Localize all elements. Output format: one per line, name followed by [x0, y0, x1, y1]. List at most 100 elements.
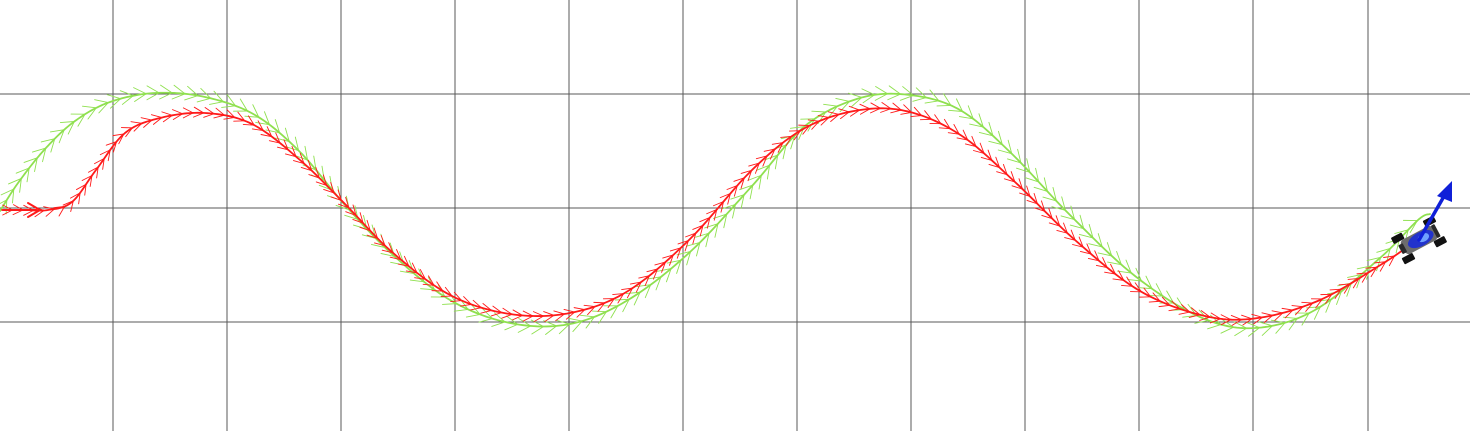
actual-heading-arrow-85	[726, 185, 738, 197]
reference-heading-arrow-46	[453, 297, 469, 312]
reference-heading-arrow-99	[1024, 167, 1040, 183]
actual-heading-arrow-146	[1271, 310, 1284, 321]
actual-heading-arrow-90	[763, 148, 776, 160]
reference-heading-arrow-58	[603, 305, 619, 319]
actual-heading-arrow-150	[1310, 298, 1323, 309]
actual-heading-arrow-28	[242, 115, 255, 126]
actual-heading-arrow-123	[1056, 222, 1068, 234]
reference-heading-arrow-14	[119, 90, 134, 105]
actual-heading-arrow-111	[964, 135, 977, 148]
actual-heading-arrow-40	[337, 196, 350, 209]
actual-heading-arrow-30	[260, 126, 273, 138]
actual-heading-arrow-106	[919, 110, 932, 121]
reference-heading-arrow-124	[1294, 312, 1310, 326]
reference-heading-arrow-43	[420, 276, 435, 291]
reference-heading-arrow-103	[1060, 205, 1076, 220]
actual-heading-arrow-142	[1230, 314, 1242, 326]
reference-heading-arrow-73	[747, 174, 762, 190]
actual-heading-arrow-117	[1011, 178, 1023, 190]
reference-heading-arrow-95	[988, 130, 1003, 146]
actual-heading-arrow-5	[43, 206, 55, 217]
actual-heading-arrow-77	[669, 247, 682, 259]
reference-heading-arrow-23	[233, 98, 248, 112]
actual-heading-arrow-128	[1095, 257, 1108, 269]
actual-heading-arrow-55	[460, 296, 472, 307]
reference-heading-arrow-96	[997, 139, 1013, 155]
reference-heading-arrow-129	[1347, 274, 1362, 289]
reference-heading-arrow-135	[1402, 219, 1418, 233]
reference-heading-arrow-53	[543, 320, 558, 335]
actual-heading-arrow-50	[414, 269, 426, 280]
reference-heading-arrow-91	[948, 98, 963, 112]
reference-heading-arrow-42	[409, 268, 425, 283]
reference-heading-arrow-112	[1148, 283, 1164, 297]
actual-heading-arrow-37	[315, 174, 328, 186]
reference-heading-arrow-108	[1107, 251, 1122, 266]
actual-heading-arrow-75	[654, 261, 666, 273]
reference-heading-arrow-62	[646, 276, 662, 291]
actual-heading-arrow-83	[712, 201, 725, 213]
actual-heading-arrow-97	[827, 111, 840, 122]
actual-heading-arrow-21	[172, 109, 184, 120]
actual-heading-arrow-11	[88, 166, 99, 179]
reference-heading-arrow-78	[789, 126, 805, 140]
actual-heading-arrow-98	[838, 108, 850, 120]
actual-heading-arrow-86	[733, 177, 745, 189]
actual-heading-arrow-110	[956, 129, 969, 141]
actual-heading-arrow-52	[431, 281, 444, 292]
actual-heading-arrow-58	[490, 305, 503, 317]
actual-heading-arrow-156	[1365, 266, 1378, 278]
reference-heading-arrow-114	[1170, 297, 1186, 311]
reference-heading-arrow-24	[244, 104, 260, 118]
reference-heading-arrow-84	[861, 88, 876, 104]
reference-heading-arrow-132	[1376, 248, 1391, 263]
actual-heading-arrow-24	[203, 107, 215, 118]
reference-heading-arrow-127	[1327, 290, 1342, 305]
actual-heading-arrow-23	[193, 106, 205, 118]
reference-heading-arrow-82	[835, 98, 850, 113]
actual-heading-arrow-108	[938, 118, 951, 130]
reference-heading-arrow-70	[721, 203, 736, 219]
actual-heading-arrow-116	[1003, 171, 1016, 183]
actual-heading-arrow-112	[973, 142, 985, 154]
reference-heading-arrow-123	[1282, 316, 1298, 331]
reference-heading-arrow-26	[265, 119, 281, 134]
actual-heading-arrow-100	[859, 103, 871, 115]
actual-heading-arrow-140	[1209, 312, 1221, 324]
reference-heading-arrow-68	[704, 223, 719, 238]
reference-heading-arrow-74	[756, 164, 771, 180]
reference-heading-arrow-2	[0, 188, 15, 204]
reference-heading-arrow-29	[293, 145, 309, 161]
actual-heading-arrow-113	[980, 149, 993, 161]
reference-heading-arrow-13	[106, 94, 122, 109]
reference-heading-arrow-34	[335, 195, 350, 211]
actual-heading-arrow-151	[1320, 293, 1333, 304]
actual-heading-arrow-42	[352, 212, 364, 224]
reference-heading-arrow-39	[380, 242, 396, 257]
actual-heading-arrow-47	[389, 249, 402, 261]
actual-heading-arrow-33	[285, 146, 297, 158]
actual-heading-arrow-62	[532, 311, 544, 323]
actual-heading-arrow-31	[268, 132, 281, 144]
actual-heading-arrow-155	[1356, 272, 1369, 283]
reference-heading-arrow-61	[636, 284, 652, 299]
actual-heading-arrow-70	[612, 293, 625, 304]
actual-heading-arrow-60	[512, 309, 523, 321]
reference-heading-arrow-18	[171, 84, 186, 100]
actual-heading-arrow-149	[1301, 301, 1314, 312]
actual-heading-arrow-103	[890, 102, 902, 114]
actual-heading-arrow-69	[602, 298, 615, 309]
actual-heading-arrow-10	[81, 175, 93, 187]
actual-start-marker	[2, 202, 41, 218]
actual-heading-arrow-12	[94, 158, 105, 170]
reference-heading-arrow-12	[94, 99, 109, 114]
actual-heading-arrow-96	[817, 115, 830, 126]
actual-heading-arrow-131	[1121, 276, 1133, 287]
reference-heading-arrow-3	[8, 177, 22, 193]
reference-heading-arrow-87	[899, 86, 914, 101]
reference-heading-arrow-66	[686, 241, 701, 257]
actual-heading-arrows	[2, 102, 1395, 326]
actual-heading-arrow-104	[900, 104, 913, 115]
